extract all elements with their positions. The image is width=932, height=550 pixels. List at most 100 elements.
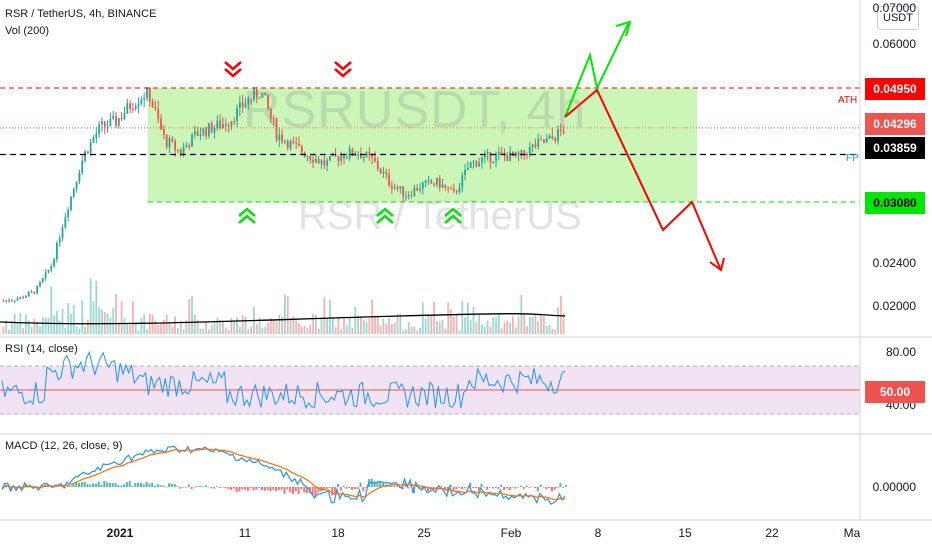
volume-bar: [78, 328, 81, 334]
volume-bar: [393, 322, 396, 334]
candle-body: [472, 161, 475, 163]
candle-body: [188, 145, 191, 147]
macd-histogram-bar: [396, 485, 399, 487]
macd-histogram-bar: [89, 484, 92, 487]
candle-body: [495, 153, 497, 162]
macd-histogram-bar: [505, 487, 508, 489]
volume-bar: [421, 302, 424, 334]
macd-histogram-bar: [277, 487, 280, 491]
volume-bar: [481, 324, 483, 334]
volume-bar: [120, 301, 123, 334]
macd-histogram-bar: [536, 487, 539, 492]
macd-histogram-bar: [452, 487, 455, 492]
macd-histogram-bar: [69, 485, 72, 487]
candle-body: [424, 180, 427, 184]
volume-bar: [205, 321, 207, 334]
volume-bar: [264, 326, 267, 334]
volume-title: Vol (200): [5, 25, 50, 37]
macd-histogram-bar: [342, 485, 345, 487]
macd-histogram-bar: [325, 487, 328, 489]
macd-histogram-bar: [469, 482, 472, 487]
candle-body: [81, 160, 84, 173]
candle-body: [275, 118, 278, 140]
macd-histogram-bar: [83, 481, 86, 487]
macd-histogram-bar: [522, 487, 525, 489]
macd-histogram-bar: [415, 484, 418, 487]
volume-bar: [548, 324, 551, 334]
candle-body: [326, 160, 329, 166]
candle-body: [185, 145, 188, 148]
macd-histogram-bar: [348, 487, 351, 489]
price-axis-label: 0.06000: [872, 37, 916, 51]
candle-body: [357, 154, 360, 156]
volume-bar: [72, 304, 75, 334]
macd-histogram-bar: [227, 487, 230, 489]
volume-bar: [526, 326, 528, 334]
macd-histogram-bar: [306, 487, 309, 493]
macd-histogram-bar: [162, 485, 165, 487]
candle-body: [58, 238, 61, 243]
macd-histogram-bar: [111, 483, 114, 487]
macd-histogram-bar: [61, 485, 64, 487]
macd-histogram-bar: [275, 487, 278, 492]
candle-body: [19, 297, 22, 299]
macd-histogram-bar: [407, 487, 410, 489]
macd-histogram-bar: [244, 487, 247, 490]
macd-histogram-bar: [497, 487, 500, 489]
candle-body: [517, 152, 520, 156]
volume-bar: [292, 316, 295, 334]
candle-body: [210, 123, 213, 133]
volume-bar: [399, 313, 402, 334]
symbol-title: RSR / TetherUS, 4h, BINANCE: [5, 8, 157, 20]
candle-body: [27, 292, 30, 297]
candle-body: [557, 129, 559, 141]
candle-body: [89, 142, 92, 154]
currency-button[interactable]: USDT: [877, 6, 919, 30]
volume-bar: [424, 318, 427, 334]
macd-histogram-bar: [322, 487, 325, 490]
macd-histogram-bar: [258, 487, 261, 488]
candle-body: [374, 157, 376, 162]
candle-body: [455, 191, 458, 193]
volume-bar: [146, 329, 148, 334]
ath-label: ATH: [838, 95, 858, 106]
volume-bar: [185, 319, 188, 334]
macd-histogram-bar: [553, 487, 556, 490]
volume-bar: [461, 300, 464, 334]
volume-bar: [269, 318, 272, 334]
volume-bar: [8, 329, 10, 334]
volume-bar: [134, 323, 137, 334]
volume-bar: [309, 325, 312, 334]
candle-body: [309, 156, 312, 160]
macd-histogram-bar: [286, 487, 289, 490]
volume-bar: [286, 296, 289, 334]
volume-bar: [436, 321, 438, 334]
candle-body: [478, 162, 481, 167]
volume-bar: [475, 321, 478, 334]
candle-body: [41, 278, 44, 283]
macd-histogram-bar: [458, 487, 461, 488]
macd-histogram-bar: [474, 487, 477, 489]
candle-body: [329, 156, 331, 161]
candle-body: [134, 106, 137, 109]
macd-histogram-bar: [142, 484, 145, 487]
candle-body: [540, 139, 542, 141]
macd-histogram-bar: [49, 487, 52, 488]
macd-histogram-bar: [331, 487, 334, 496]
price-axis-label: 0.02400: [872, 256, 916, 270]
time-axis-label: Ma: [843, 526, 861, 540]
macd-histogram-bar: [106, 482, 109, 487]
volume-bar: [47, 317, 50, 334]
candle-body: [545, 138, 548, 143]
macd-histogram-bar: [359, 482, 362, 487]
volume-bar: [95, 280, 98, 334]
candle-body: [70, 196, 72, 210]
volume-bar: [472, 306, 475, 334]
volume-bar: [196, 319, 199, 334]
volume-bar: [219, 319, 222, 334]
macd-histogram-bar: [207, 486, 210, 488]
watermark-symbol: RSRUSDT, 4h: [243, 81, 587, 139]
candle-body: [222, 124, 224, 128]
candle-body: [250, 99, 253, 101]
